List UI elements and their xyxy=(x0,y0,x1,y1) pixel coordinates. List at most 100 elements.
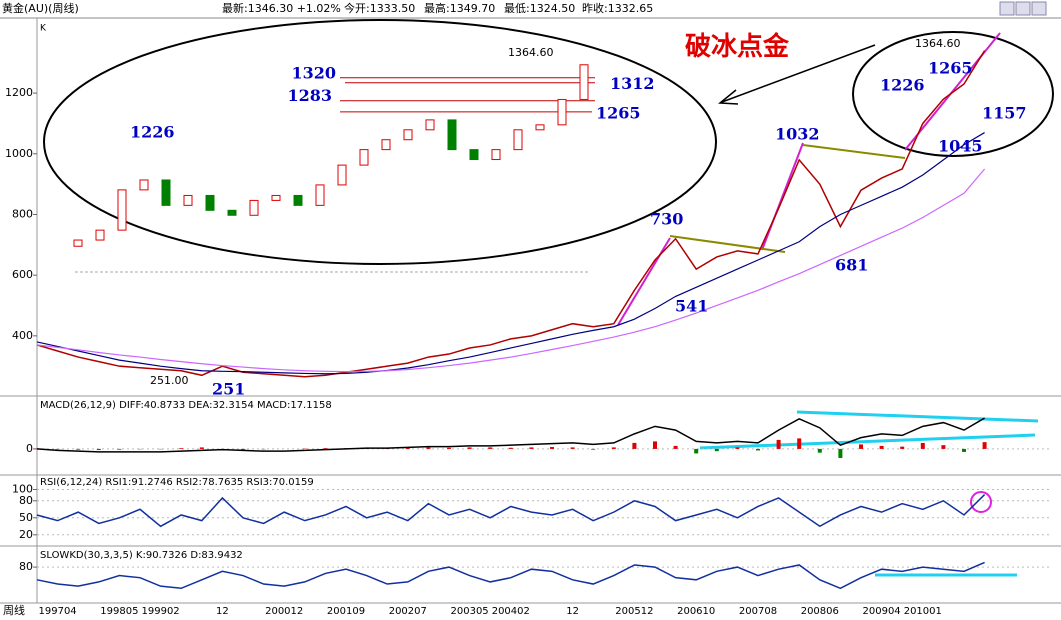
macd-bar xyxy=(467,447,472,449)
macd-bar xyxy=(859,444,863,449)
panel-label: RSI(6,12,24) RSI1:91.2746 RSI2:78.7635 R… xyxy=(40,477,314,488)
annotation: 681 xyxy=(835,256,868,275)
macd-bar xyxy=(241,448,245,450)
annotation: 1265 xyxy=(928,59,973,78)
cyan-line xyxy=(796,410,1039,423)
macd-bar xyxy=(817,448,822,453)
panel-label: SLOWKD(30,3,3,5) K:90.7326 D:83.9432 xyxy=(40,550,243,561)
level-label: 1320 xyxy=(291,63,336,82)
inset-candle xyxy=(249,199,259,216)
macd-bar xyxy=(488,447,493,449)
y-tick-label: 100 xyxy=(12,482,33,495)
macd-bar xyxy=(76,448,81,450)
x-tick-label: 12 xyxy=(566,606,579,617)
inset-candle xyxy=(447,119,457,151)
macd-bar xyxy=(941,445,946,449)
inset-candle xyxy=(95,229,105,241)
inset-candle xyxy=(469,149,479,161)
annotation: 1364.60 xyxy=(915,37,961,50)
inset-candle xyxy=(205,194,215,211)
header-latest: 最新:1346.30 +1.02% xyxy=(222,1,341,15)
inset-candle xyxy=(161,179,171,206)
annotation: 251 xyxy=(212,380,245,399)
inset-candle xyxy=(337,164,347,186)
macd-bar xyxy=(96,448,101,451)
annotation: 730 xyxy=(650,210,683,229)
inset-candle xyxy=(579,64,589,100)
x-tick-label: 12 xyxy=(216,606,229,617)
macd-bar xyxy=(735,447,740,449)
inset-candle xyxy=(139,179,149,191)
inset-candle xyxy=(271,194,281,201)
y-tick-label: 20 xyxy=(19,528,33,541)
button[interactable] xyxy=(999,1,1015,16)
inset-candle xyxy=(491,149,501,161)
x-tick-label: 199902 xyxy=(142,606,180,617)
y-tick-label: 1000 xyxy=(5,147,33,160)
macd-bar xyxy=(694,448,699,454)
inset-candle xyxy=(557,98,567,126)
cyan-line xyxy=(699,433,1036,450)
annotation: 1226 xyxy=(880,76,925,95)
panel-label: MACD(26,12,9) DIFF:40.8733 DEA:32.3154 M… xyxy=(40,400,332,411)
y-tick-label: 600 xyxy=(12,268,33,281)
inset-candle xyxy=(425,119,435,131)
annotation: 541 xyxy=(675,297,708,316)
y-tick-label: 1200 xyxy=(5,86,33,99)
annotation: 1032 xyxy=(775,125,820,144)
inset-candle xyxy=(381,139,391,151)
series-line xyxy=(36,168,986,373)
inset-candle xyxy=(315,184,325,206)
macd-bar xyxy=(570,447,575,449)
macd-bar xyxy=(323,448,328,449)
arrow xyxy=(721,44,876,103)
macd-bar xyxy=(426,447,431,449)
y-tick-label: 80 xyxy=(19,494,33,507)
arrow-head xyxy=(718,89,739,105)
series-line xyxy=(36,50,986,378)
macd-bar xyxy=(714,448,719,452)
x-tick-label: 200012 xyxy=(265,606,303,617)
x-tick-label: 200512 xyxy=(615,606,653,617)
x-tick-label: 201001 xyxy=(904,606,942,617)
annotation: 1364.60 xyxy=(508,46,554,59)
x-tick-label: 200708 xyxy=(739,606,777,617)
series-line xyxy=(36,132,985,375)
button[interactable] xyxy=(1031,1,1047,16)
inset-candle xyxy=(117,189,127,231)
annotation: 1157 xyxy=(982,104,1027,123)
window-buttons[interactable] xyxy=(999,1,1047,16)
panel-label: K xyxy=(40,24,47,34)
macd-bar xyxy=(962,448,966,452)
y-tick-label: 80 xyxy=(19,560,33,573)
inset-candle xyxy=(359,149,369,166)
period-label: 周线 xyxy=(3,603,25,617)
header-high: 最高:1349.70 xyxy=(424,1,495,15)
x-tick-label: 199805 xyxy=(100,606,138,617)
y-tick-label: 50 xyxy=(19,511,33,524)
macd-bar xyxy=(508,447,513,449)
inset-candle xyxy=(227,209,237,216)
highlight-ellipse xyxy=(43,19,717,265)
inset-candle xyxy=(535,124,545,131)
x-tick-label: 200402 xyxy=(492,606,530,617)
macd-bar xyxy=(653,441,657,449)
header-title: 黄金(AU)(周线) xyxy=(2,1,79,15)
macd-bar xyxy=(797,438,802,449)
y-tick-label: 800 xyxy=(12,207,33,220)
x-tick-label: 200610 xyxy=(677,606,715,617)
macd-bar xyxy=(591,448,596,450)
annotation: 1045 xyxy=(938,137,983,156)
inset-candle xyxy=(183,194,193,206)
x-tick-label: 199704 xyxy=(39,606,77,617)
button[interactable] xyxy=(1015,1,1031,16)
macd-bar xyxy=(673,445,678,449)
macd-bar xyxy=(920,442,925,449)
series-line xyxy=(36,494,986,528)
macd-bar xyxy=(611,447,616,449)
x-tick-label: 200806 xyxy=(801,606,839,617)
macd-bar xyxy=(529,447,534,449)
macd-bar xyxy=(199,447,204,449)
annotation: 破冰点金 xyxy=(685,31,790,62)
macd-bar xyxy=(117,448,122,450)
